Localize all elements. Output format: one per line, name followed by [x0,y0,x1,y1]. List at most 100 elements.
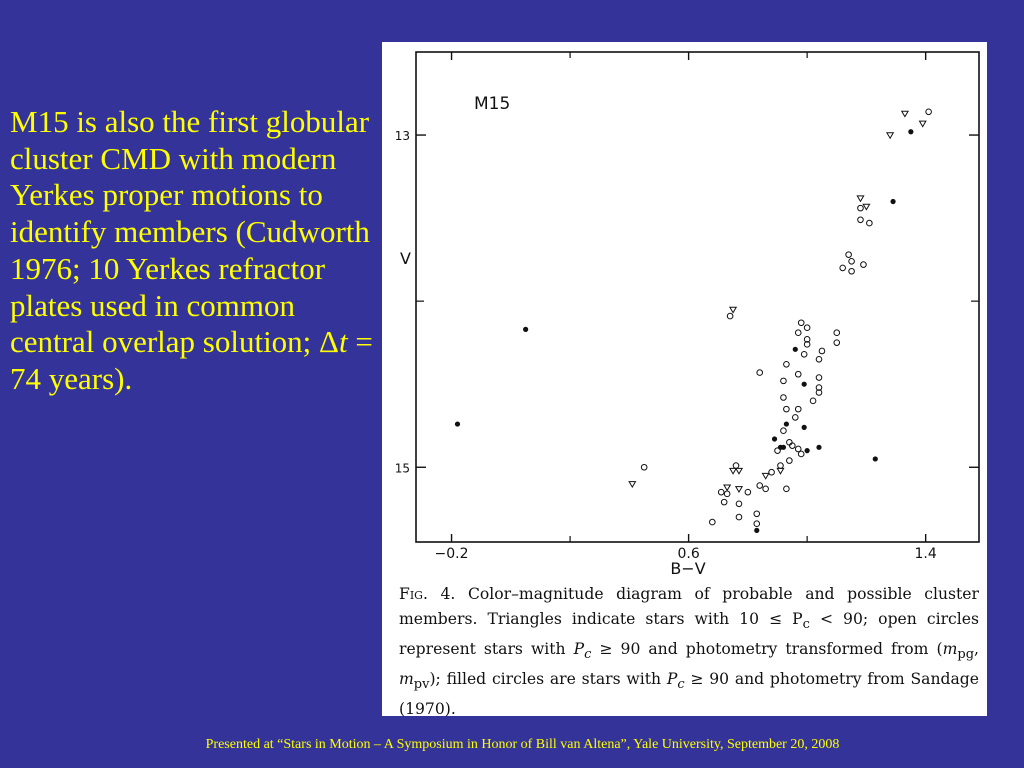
triangle-point [886,132,895,140]
data-points [454,108,932,533]
triangle-point [734,467,744,475]
triangle-point [856,195,865,203]
open-circle-point [797,319,805,327]
open-circle-point [791,414,799,421]
filled-circle-point [801,424,807,430]
axis-ticks: −0.2 0.6 1.4 13 15 [395,52,979,562]
x-tick-label-1: 0.6 [677,546,699,562]
x-axis-label: B−V [670,559,705,578]
triangle-point [918,120,927,128]
filled-circle-point [454,421,461,427]
open-circle-point [753,520,761,528]
open-circle-point [735,500,743,508]
x-tick-label-0: −0.2 [435,546,469,562]
open-circle-point [857,204,864,212]
open-circle-point [794,370,802,378]
open-circle-point [794,329,802,337]
open-circle-point [794,445,802,453]
open-circle-point [809,397,817,405]
open-circle-point [744,488,752,496]
filled-circle-point [804,448,810,454]
y-axis-label: V [400,249,411,268]
x-tick-label-2: 1.4 [915,546,937,562]
filled-circle-point [780,444,787,450]
triangle-point [728,467,738,475]
open-circle-point [818,347,826,355]
open-circle-point [723,490,731,498]
open-circle-point [815,355,823,363]
open-circle-point [839,264,846,272]
open-circle-point [768,468,775,476]
open-circle-point [789,442,796,449]
caption-sub-c2: c [584,647,592,663]
triangle-point [862,203,871,211]
triangle-point [728,306,738,314]
chart-title: M15 [474,94,510,114]
open-circle-point [756,482,764,489]
filled-circle-point [523,326,529,332]
open-circle-point [732,462,740,469]
open-circle-point [640,463,648,471]
caption-text-3: ≥ 90 and photometry transformed from ( [591,640,943,659]
open-circle-point [800,351,808,358]
open-circle-point [845,251,852,258]
caption-text-5: ); filled circles are stars with [429,670,667,689]
open-circle-point [803,336,811,343]
caption-text-6: ≥ 90 and photometry from Sandage (1970). [399,670,979,719]
triangle-point [723,484,732,492]
filled-circle-point [816,444,822,450]
open-circle-point [833,339,841,346]
filled-circle-point [771,436,778,442]
open-circle-point [720,498,728,506]
bullet-text-end: = 74 years). [10,324,373,396]
open-circle-point [833,329,841,337]
open-circle-point [866,219,873,227]
open-circle-point [815,384,823,391]
open-circle-point [780,394,787,401]
open-circle-point [735,513,743,521]
filled-circle-point [783,421,789,427]
caption-sub-c1: c [802,617,810,633]
caption-m1: m [942,640,958,659]
caption-fig-label: Fig. 4. [399,585,456,603]
open-circle-point [803,341,811,348]
open-circle-point [860,261,867,268]
bullet-text: M15 is also the first globular cluster C… [10,104,375,398]
open-circle-point [709,518,716,526]
caption-p3: P [666,670,678,689]
open-circle-point [753,510,761,518]
bullet-text-t: t [338,324,348,360]
y-tick-label-1: 15 [395,461,410,475]
open-circle-point [803,324,811,332]
caption-text-2: < 90; open circles represent stars with [399,610,979,659]
open-circle-point [794,405,802,413]
footer-text: Presented at “Stars in Motion – A Sympos… [205,737,840,752]
open-circle-point [726,312,734,320]
caption-sub-c3: c [677,677,685,693]
open-circle-point [717,488,725,496]
filled-circle-point [754,527,760,533]
open-circle-point [756,369,764,376]
triangle-point [900,110,909,118]
triangle-point [776,467,785,475]
bullet-text-main: M15 is also the first globular cluster C… [10,104,370,360]
open-circle-point [848,267,855,275]
caption-text-1: Color–magnitude diagram of probable and … [399,585,979,628]
caption-text-4: , [974,640,979,659]
filled-circle-point [908,129,914,135]
triangle-point [628,481,637,489]
filled-circle-point [792,346,798,352]
filled-circle-point [801,381,807,387]
open-circle-point [783,360,790,368]
triangle-point [761,472,770,480]
open-circle-point [848,257,855,265]
open-circle-point [780,377,787,385]
filled-circle-point [872,456,878,462]
triangle-point [734,486,744,494]
open-circle-point [762,485,769,493]
caption-sub-pv: pv [413,677,430,693]
plot-frame [415,51,980,543]
caption-p2: P [573,640,585,659]
open-circle-point [783,405,790,413]
open-circle-point [815,374,823,381]
